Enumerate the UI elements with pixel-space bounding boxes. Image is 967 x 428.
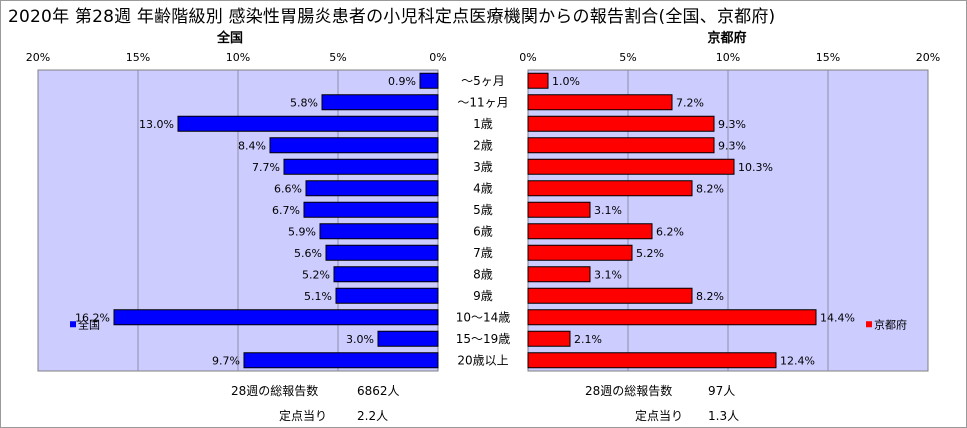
- bar-national: [269, 137, 439, 154]
- bar-national: [305, 180, 439, 197]
- category-label: 5歳: [473, 203, 493, 217]
- data-label-national: 5.8%: [290, 96, 318, 109]
- data-label-national: 5.6%: [294, 247, 322, 260]
- right-tick-label: 15%: [816, 51, 840, 64]
- data-label-kyoto: 9.3%: [718, 118, 746, 131]
- bar-kyoto: [527, 244, 633, 261]
- kyoto-total-value: 97人: [708, 384, 736, 398]
- data-label-national: 6.7%: [272, 204, 300, 217]
- bar-national: [321, 94, 439, 111]
- bar-national: [419, 72, 439, 89]
- national-per-site-label: 定点当り: [279, 409, 328, 423]
- category-label: 8歳: [473, 267, 493, 281]
- right-panel-header: 京都府: [707, 30, 746, 46]
- data-label-kyoto: 2.1%: [574, 333, 602, 346]
- national-total-label: 28週の総報告数: [231, 384, 319, 398]
- data-label-kyoto: 1.0%: [552, 75, 580, 88]
- left-tick-label: 15%: [126, 51, 150, 64]
- bar-kyoto: [527, 223, 653, 240]
- data-label-national: 0.9%: [388, 75, 416, 88]
- data-label-national: 16.2%: [75, 311, 110, 324]
- category-label: 6歳: [473, 224, 493, 238]
- kyoto-total-label: 28週の総報告数: [585, 384, 673, 398]
- data-label-national: 3.0%: [346, 333, 374, 346]
- bar-kyoto: [527, 137, 715, 154]
- data-label-national: 5.2%: [302, 268, 330, 281]
- bar-kyoto: [527, 352, 777, 369]
- left-tick-label: 20%: [26, 51, 50, 64]
- category-label: 4歳: [473, 181, 493, 195]
- data-label-kyoto: 3.1%: [594, 268, 622, 281]
- bar-kyoto: [527, 287, 693, 304]
- data-label-kyoto: 9.3%: [718, 139, 746, 152]
- data-label-national: 7.7%: [252, 161, 280, 174]
- data-label-national: 8.4%: [238, 139, 266, 152]
- category-label: 2歳: [473, 138, 493, 152]
- category-label: 15～19歳: [456, 332, 511, 346]
- data-label-national: 5.1%: [304, 290, 332, 303]
- bar-kyoto: [527, 72, 549, 89]
- category-label: 1歳: [473, 117, 493, 131]
- category-label: 7歳: [473, 246, 493, 260]
- data-label-national: 5.9%: [288, 225, 316, 238]
- category-label: 3歳: [473, 160, 493, 174]
- bar-kyoto: [527, 309, 817, 326]
- data-label-national: 9.7%: [212, 354, 240, 367]
- right-tick-label: 5%: [619, 51, 636, 64]
- legend-swatch-national: [70, 321, 76, 328]
- bar-national: [243, 352, 439, 369]
- kyoto-per-site-value: 1.3人: [708, 409, 740, 423]
- bar-national: [335, 287, 439, 304]
- category-label: 9歳: [473, 289, 493, 303]
- right-tick-label: 10%: [716, 51, 740, 64]
- category-label: ～5ヶ月: [461, 74, 505, 88]
- legend-swatch-kyoto: [866, 321, 872, 328]
- bar-national: [377, 330, 439, 347]
- data-label-kyoto: 3.1%: [594, 204, 622, 217]
- legend-label-national: 全国: [78, 317, 100, 331]
- right-tick-label: 0%: [519, 51, 536, 64]
- kyoto-per-site-label: 定点当り: [635, 409, 684, 423]
- left-tick-label: 5%: [329, 51, 346, 64]
- bar-kyoto: [527, 330, 571, 347]
- data-label-kyoto: 6.2%: [656, 225, 684, 238]
- bar-national: [177, 115, 439, 132]
- bar-kyoto: [527, 266, 591, 283]
- data-label-national: 13.0%: [139, 118, 174, 131]
- national-per-site-value: 2.2人: [357, 409, 389, 423]
- data-label-kyoto: 8.2%: [696, 290, 724, 303]
- category-label: ～11ヶ月: [457, 95, 508, 109]
- data-label-kyoto: 14.4%: [820, 311, 855, 324]
- data-label-kyoto: 7.2%: [676, 96, 704, 109]
- bar-kyoto: [527, 115, 715, 132]
- data-label-kyoto: 10.3%: [738, 161, 773, 174]
- left-tick-label: 10%: [226, 51, 250, 64]
- category-label: 20歳以上: [457, 353, 508, 367]
- left-panel-header: 全国: [216, 30, 243, 46]
- bar-national: [303, 201, 439, 218]
- bar-national: [325, 244, 439, 261]
- bar-kyoto: [527, 158, 735, 175]
- category-label: 10～14歳: [456, 310, 511, 324]
- bar-national: [319, 223, 439, 240]
- bar-national: [333, 266, 439, 283]
- data-label-kyoto: 5.2%: [636, 247, 664, 260]
- left-tick-label: 0%: [429, 51, 446, 64]
- bar-kyoto: [527, 180, 693, 197]
- bar-kyoto: [527, 201, 591, 218]
- data-label-kyoto: 8.2%: [696, 182, 724, 195]
- national-total-value: 6862人: [357, 384, 400, 398]
- chart-title: 2020年 第28週 年齢階級別 感染性胃腸炎患者の小児科定点医療機関からの報告…: [8, 7, 776, 27]
- legend-label-kyoto: 京都府: [874, 317, 907, 331]
- right-tick-label: 20%: [916, 51, 940, 64]
- bar-kyoto: [527, 94, 673, 111]
- data-label-kyoto: 12.4%: [780, 354, 815, 367]
- data-label-national: 6.6%: [274, 182, 302, 195]
- bar-national: [283, 158, 439, 175]
- bar-national: [113, 309, 439, 326]
